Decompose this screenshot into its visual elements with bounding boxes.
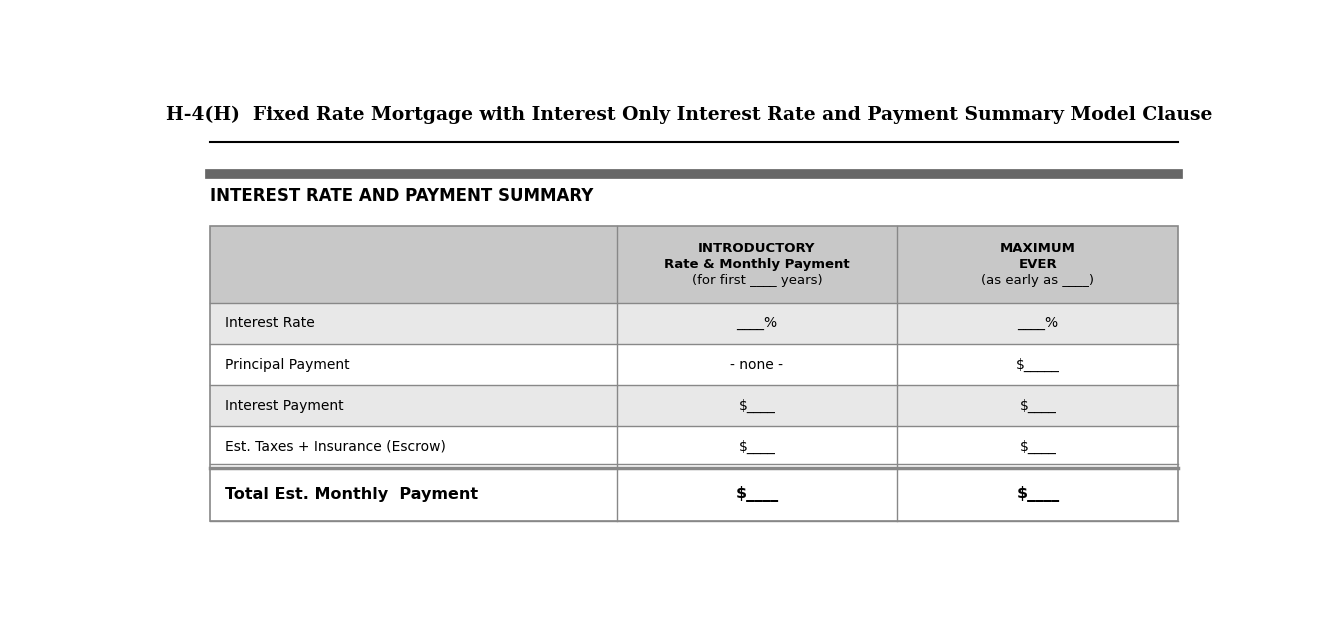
Text: $____: $____ <box>1020 440 1056 454</box>
Text: H-4(H)  Fixed Rate Mortgage with Interest Only Interest Rate and Payment Summary: H-4(H) Fixed Rate Mortgage with Interest… <box>165 106 1212 124</box>
Text: $____: $____ <box>1016 486 1059 502</box>
Text: - none -: - none - <box>731 357 784 372</box>
Text: Interest Rate: Interest Rate <box>226 316 314 330</box>
Text: $____: $____ <box>739 440 775 454</box>
Bar <box>210 468 1179 521</box>
Bar <box>210 426 1179 468</box>
Bar <box>210 344 1179 385</box>
Bar <box>210 303 1179 344</box>
Text: (for first ____ years): (for first ____ years) <box>692 274 823 287</box>
Bar <box>210 226 1179 521</box>
Text: Est. Taxes + Insurance (Escrow): Est. Taxes + Insurance (Escrow) <box>226 440 446 454</box>
Text: ____%: ____% <box>1017 316 1059 330</box>
Text: Total Est. Monthly  Payment: Total Est. Monthly Payment <box>226 487 478 502</box>
Text: Principal Payment: Principal Payment <box>226 357 349 372</box>
Bar <box>210 226 1179 303</box>
Text: ____%: ____% <box>737 316 778 330</box>
Text: $____: $____ <box>1020 399 1056 413</box>
Text: INTRODUCTORY: INTRODUCTORY <box>699 242 816 255</box>
Text: $_____: $_____ <box>1016 357 1060 372</box>
Text: MAXIMUM: MAXIMUM <box>1000 242 1075 255</box>
Text: $____: $____ <box>739 399 775 413</box>
Text: Interest Payment: Interest Payment <box>226 399 344 413</box>
Text: EVER: EVER <box>1019 258 1058 271</box>
Text: $____: $____ <box>735 486 778 502</box>
Bar <box>210 385 1179 426</box>
Text: (as early as ____): (as early as ____) <box>981 274 1094 287</box>
Text: Rate & Monthly Payment: Rate & Monthly Payment <box>664 258 849 271</box>
Text: INTEREST RATE AND PAYMENT SUMMARY: INTEREST RATE AND PAYMENT SUMMARY <box>210 187 593 205</box>
